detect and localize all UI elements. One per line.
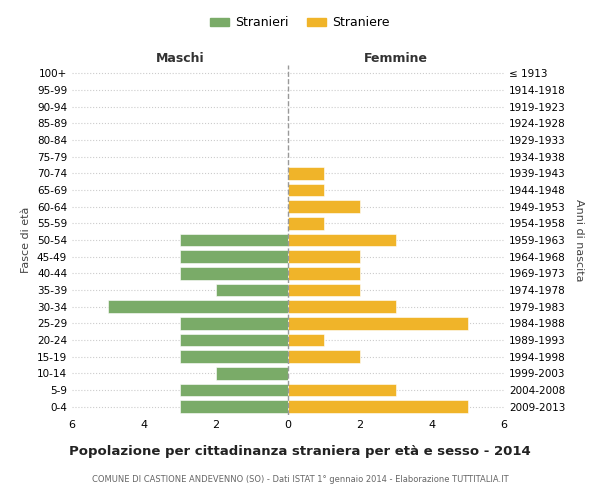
Legend: Stranieri, Straniere: Stranieri, Straniere: [205, 11, 395, 34]
Y-axis label: Anni di nascita: Anni di nascita: [574, 198, 584, 281]
Bar: [288, 350, 360, 363]
Bar: [288, 400, 468, 413]
Text: Femmine: Femmine: [364, 52, 428, 65]
Bar: [180, 317, 288, 330]
Bar: [216, 367, 288, 380]
Bar: [288, 200, 360, 213]
Bar: [180, 267, 288, 280]
Bar: [288, 184, 324, 196]
Bar: [288, 250, 360, 263]
Bar: [288, 300, 396, 313]
Bar: [288, 317, 468, 330]
Text: Maschi: Maschi: [155, 52, 205, 65]
Bar: [288, 334, 324, 346]
Bar: [180, 250, 288, 263]
Bar: [180, 234, 288, 246]
Bar: [288, 234, 396, 246]
Y-axis label: Fasce di età: Fasce di età: [22, 207, 31, 273]
Bar: [288, 217, 324, 230]
Bar: [180, 384, 288, 396]
Bar: [108, 300, 288, 313]
Bar: [216, 284, 288, 296]
Bar: [288, 384, 396, 396]
Bar: [180, 334, 288, 346]
Bar: [180, 400, 288, 413]
Bar: [288, 167, 324, 179]
Bar: [288, 284, 360, 296]
Bar: [288, 267, 360, 280]
Text: COMUNE DI CASTIONE ANDEVENNO (SO) - Dati ISTAT 1° gennaio 2014 - Elaborazione TU: COMUNE DI CASTIONE ANDEVENNO (SO) - Dati…: [92, 475, 508, 484]
Bar: [180, 350, 288, 363]
Text: Popolazione per cittadinanza straniera per età e sesso - 2014: Popolazione per cittadinanza straniera p…: [69, 445, 531, 458]
